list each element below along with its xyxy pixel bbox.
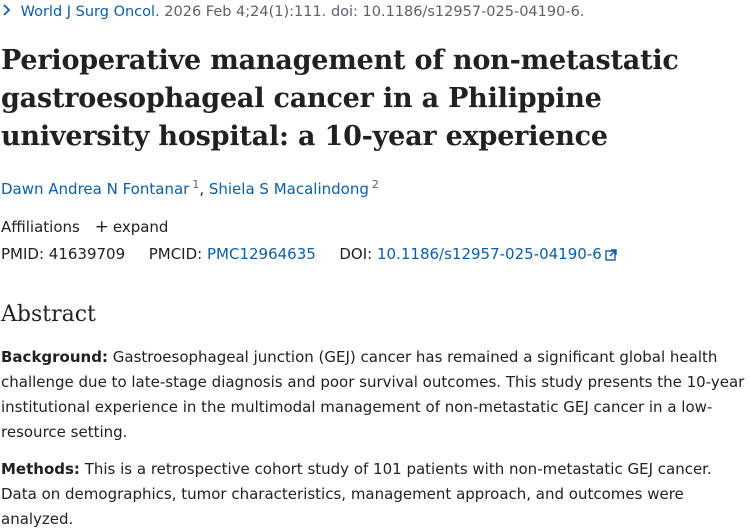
background-text: Gastroesophageal junction (GEJ) cancer h… [1, 348, 745, 441]
affiliations-label: Affiliations [1, 218, 80, 236]
background-label: Background: [1, 348, 108, 366]
pmcid-link[interactable]: PMC12964635 [207, 245, 316, 263]
methods-label: Methods: [1, 460, 80, 478]
author-separator: , [199, 180, 209, 198]
author-list: Dawn Andrea N Fontanar 1, Shiela S Macali… [1, 178, 379, 198]
journal-link[interactable]: World J Surg Oncol. [20, 4, 160, 20]
author-affiliation-number[interactable]: 1 [192, 178, 200, 191]
author-link[interactable]: Dawn Andrea N Fontanar [1, 180, 190, 198]
expand-label: expand [112, 218, 169, 236]
doi-label: DOI: [339, 245, 373, 263]
article-title: Perioperative management of non-metastat… [1, 45, 679, 152]
pmid-value: 41639709 [48, 245, 126, 263]
pmid-label: PMID: [1, 245, 45, 263]
abstract-methods: Methods: This is a retrospective cohort … [1, 457, 750, 532]
author-link[interactable]: Shiela S Macalindong [208, 180, 369, 198]
methods-text: This is a retrospective cohort study of … [1, 460, 712, 528]
affiliations-row: Affiliations + expand [1, 217, 168, 237]
citation-details: 2026 Feb 4;24(1):111. doi: 10.1186/s1295… [164, 4, 585, 20]
abstract-background: Background: Gastroesophageal junction (G… [1, 345, 750, 445]
plus-icon: + [94, 217, 109, 237]
doi-link[interactable]: 10.1186/s12957-025-04190-6 [377, 245, 617, 263]
abstract-heading: Abstract [1, 302, 96, 327]
doi-value: 10.1186/s12957-025-04190-6 [377, 245, 602, 263]
citation-line: World J Surg Oncol. 2026 Feb 4;24(1):111… [2, 4, 584, 20]
external-link-icon [605, 247, 617, 265]
chevron-right-icon[interactable] [2, 4, 16, 20]
pmcid-label: PMCID: [148, 245, 203, 263]
affiliations-expand-button[interactable]: + expand [94, 217, 169, 237]
identifiers-row: PMID: 41639709 PMCID: PMC12964635 DOI: 1… [1, 245, 617, 265]
author-affiliation-number[interactable]: 2 [371, 178, 379, 191]
